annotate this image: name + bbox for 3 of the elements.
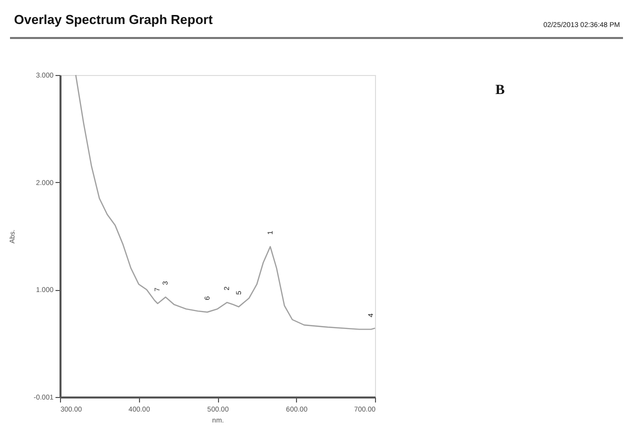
chart-title: Overlay Spectrum Graph Report [14,12,214,27]
text: B [495,83,505,98]
line-series [75,74,376,330]
